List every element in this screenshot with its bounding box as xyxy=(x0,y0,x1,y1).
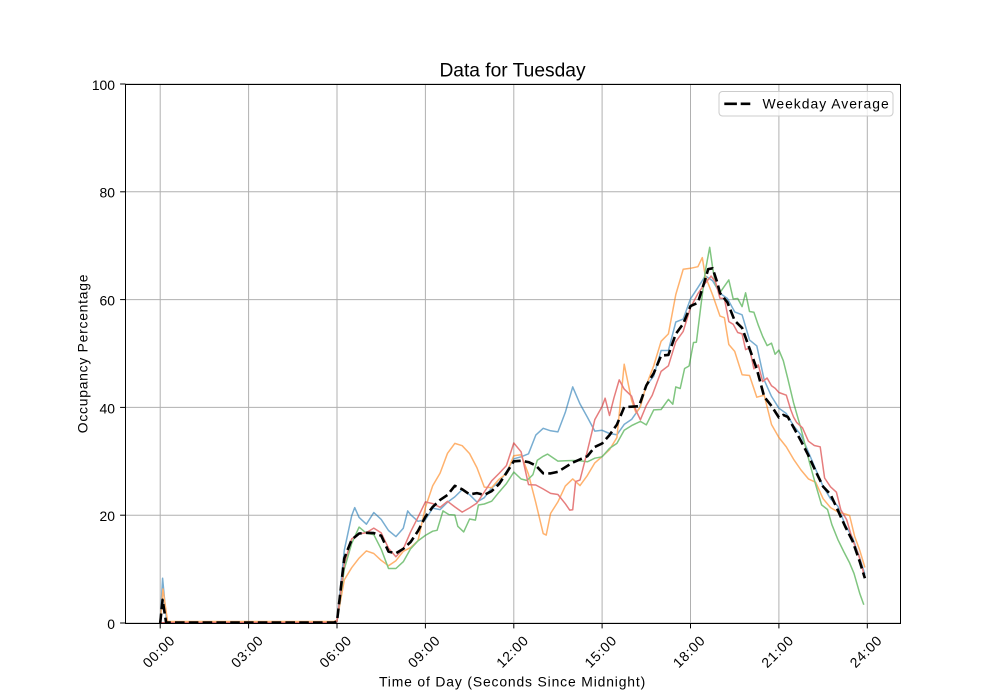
svg-text:0: 0 xyxy=(107,616,115,632)
svg-text:Weekday Average: Weekday Average xyxy=(763,96,890,112)
svg-text:60: 60 xyxy=(100,293,116,309)
svg-text:Time of Day (Seconds Since Mid: Time of Day (Seconds Since Midnight) xyxy=(379,674,646,690)
svg-text:Data for Tuesday: Data for Tuesday xyxy=(439,60,586,81)
svg-text:Occupancy Percentage: Occupancy Percentage xyxy=(75,274,91,433)
svg-text:20: 20 xyxy=(100,508,116,524)
svg-text:40: 40 xyxy=(100,400,116,416)
svg-text:100: 100 xyxy=(92,77,115,93)
svg-text:80: 80 xyxy=(100,185,116,201)
